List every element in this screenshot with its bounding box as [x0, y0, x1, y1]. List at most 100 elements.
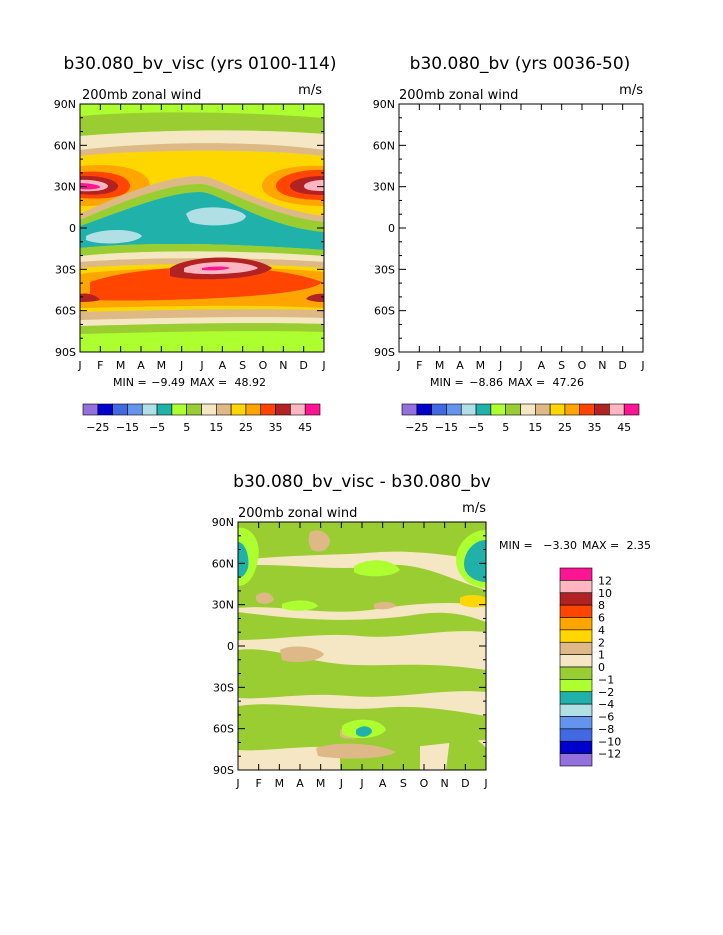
bv-ytick-label: 30S [374, 263, 395, 276]
band-visc-sh-green-2 [80, 323, 324, 334]
band-visc-sh-dark-w [80, 293, 100, 302]
visc-ytick-label: 60N [54, 139, 76, 152]
bv-colorbar-swatch [475, 403, 492, 416]
diff-colorbar-swatch [559, 740, 593, 754]
visc-xtick-label: J [199, 359, 203, 372]
visc-colorbar-swatch [216, 403, 232, 416]
bv-xtick-label: S [558, 359, 565, 372]
bv-xtick-label: M [435, 359, 445, 372]
panel-visc-units: m/s [298, 83, 322, 98]
diff-colorbar-label: −8 [598, 723, 614, 736]
visc-ytick-label: 30S [55, 263, 76, 276]
bv-xtick-label: D [618, 359, 626, 372]
diff-colorbar-swatch [559, 617, 593, 631]
bv-colorbar-swatch [416, 403, 432, 416]
bv-colorbar-swatch [505, 403, 521, 416]
visc-colorbar-swatch [304, 403, 321, 416]
bv-xtick-label: F [416, 359, 422, 372]
visc-xtick-label: J [179, 359, 183, 372]
panel-diff-min-value: −3.30 [543, 539, 577, 552]
visc-colorbar-label: 25 [239, 421, 253, 434]
panel-diff-max-value: 2.35 [627, 539, 652, 552]
diff-ytick-label: 30N [212, 599, 234, 612]
panel-bv-frame [398, 103, 644, 353]
band-visc-sh-cream-2 [80, 317, 324, 326]
bv-xtick-label: O [578, 359, 587, 372]
diff-colorbar-swatch [559, 641, 593, 655]
panel-bv-max-label: MAX = [508, 376, 545, 389]
diff-ytick-label: 90N [212, 516, 234, 529]
diff-colorbar-label: 2 [598, 636, 605, 649]
visc-colorbar-label: 45 [298, 421, 312, 434]
panel-visc-field [80, 104, 324, 352]
panel-visc-max-value: 48.92 [235, 376, 267, 389]
band-visc-jet-w-magenta [80, 183, 100, 190]
band-visc-jet-e-pink [304, 180, 324, 191]
visc-xtick-label: O [259, 359, 268, 372]
panel-diff-field [238, 522, 486, 770]
diff-ytick-label: 90S [213, 764, 234, 777]
diff-colorbar-swatch [559, 716, 593, 730]
diff-colorbar-label: −4 [598, 698, 614, 711]
diff-colorbar-swatch [559, 592, 593, 606]
bv-colorbar-swatch [609, 403, 625, 416]
diff-colorbar-label: 6 [598, 612, 605, 625]
band-visc-nh-green [80, 112, 324, 136]
diff-colorbar-swatch [559, 567, 593, 581]
bv-xtick-label: A [538, 359, 546, 372]
panel-visc-min-label: MIN = [113, 376, 147, 389]
bv-colorbar-label: −5 [468, 421, 484, 434]
band-visc-sh-magenta [202, 266, 230, 271]
panel-bv-colorbar: −25 −15 −5 5 15 25 35 45 [401, 403, 640, 434]
visc-colorbar-label: 35 [269, 421, 283, 434]
band-visc-nh-tan [80, 143, 324, 156]
panel-diff-units: m/s [462, 501, 486, 516]
diff-colorbar-swatch [559, 604, 593, 618]
panel-diff: b30.080_bv_visc - b30.080_bv 200mb zonal… [212, 472, 651, 790]
visc-xtick-label: A [219, 359, 227, 372]
diff-xtick-label: A [296, 777, 304, 790]
diff-ytick-label: 60N [212, 557, 234, 570]
visc-colorbar-swatch [97, 403, 113, 416]
panel-bv-min-label: MIN = [430, 376, 464, 389]
band-visc-sh-cream [80, 251, 324, 262]
diff-colorbar-label: 0 [598, 661, 605, 674]
diff-xtick-label: D [461, 777, 469, 790]
panel-diff-subtitle: 200mb zonal wind [238, 506, 357, 521]
bv-colorbar-label: 25 [558, 421, 572, 434]
visc-xtick-label: S [239, 359, 246, 372]
bv-xtick-label: J [518, 359, 522, 372]
visc-colorbar-label: −25 [86, 421, 109, 434]
diff-xtick-label: J [235, 777, 239, 790]
visc-colorbar-swatch [260, 403, 276, 416]
diff-colorbar-swatch [559, 654, 593, 668]
panel-diff-min-label: MIN = [499, 539, 533, 552]
diff-xtick-label: O [420, 777, 429, 790]
diff-xtick-label: F [256, 777, 262, 790]
diff-colorbar-label: 10 [598, 587, 612, 600]
panel-bv-min-value: −8.86 [469, 376, 503, 389]
bv-ytick-label: 30N [373, 181, 395, 194]
bv-colorbar-swatch [431, 403, 447, 416]
bv-colorbar-swatch [446, 403, 462, 416]
visc-ytick-label: 60S [55, 305, 76, 318]
diff-xtick-label: M [316, 777, 326, 790]
visc-colorbar-swatch [112, 403, 128, 416]
diff-xtick-label: M [275, 777, 285, 790]
band-visc-eq-green [80, 184, 324, 232]
diff-colorbar-label: 8 [598, 599, 605, 612]
diff-colorbar-label: −6 [598, 711, 614, 724]
visc-ytick-label: 0 [69, 222, 76, 235]
diff-xtick-label: N [441, 777, 449, 790]
diff-xtick-label: A [379, 777, 387, 790]
band-visc-nh-cream [80, 130, 324, 150]
bv-colorbar-swatch [460, 403, 477, 416]
bv-xtick-label: J [640, 359, 644, 372]
bv-ytick-label: 0 [388, 222, 395, 235]
visc-colorbar-swatch [230, 403, 247, 416]
diff-colorbar-label: −10 [598, 735, 621, 748]
panel-visc-title: b30.080_bv_visc (yrs 0100-114) [64, 54, 337, 74]
diff-xtick-label: J [483, 777, 487, 790]
